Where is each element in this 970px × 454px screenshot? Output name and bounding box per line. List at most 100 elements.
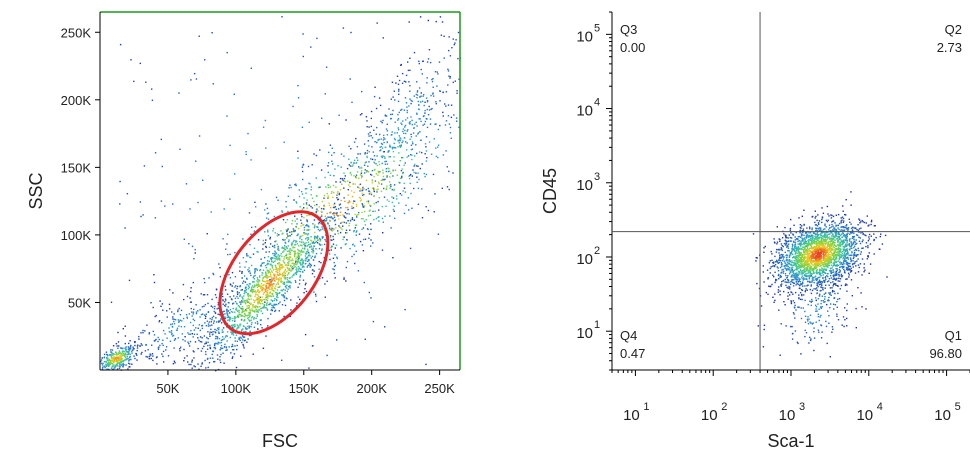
sca1-cd45-event-dot xyxy=(806,244,809,246)
fsc-ssc-event-dot xyxy=(385,187,388,189)
sca1-cd45-event-dot xyxy=(786,261,789,263)
fsc-ssc-event-dot xyxy=(242,297,244,299)
fsc-ssc-event-dot xyxy=(243,300,245,303)
sca1-cd45-event-dot xyxy=(795,309,797,311)
sca1-cd45-event-dot xyxy=(863,267,865,269)
fsc-ssc-event-dot xyxy=(107,368,109,370)
sca1-cd45-event-dot xyxy=(869,243,872,245)
sca1-cd45-event-dot xyxy=(785,240,787,242)
fsc-ssc-event-dot xyxy=(390,183,392,186)
fsc-ssc-event-dot xyxy=(271,283,273,286)
fsc-ssc-event-dot xyxy=(251,285,254,287)
sca1-cd45-event-dot xyxy=(835,272,838,274)
sca1-cd45-event-dot xyxy=(842,258,844,260)
fsc-ssc-event-dot xyxy=(117,341,120,343)
fsc-ssc-event-dot xyxy=(340,247,342,249)
fsc-ssc-event-dot xyxy=(211,32,213,34)
fsc-ssc-event-dot xyxy=(394,139,396,141)
fsc-ssc-event-dot xyxy=(400,109,402,111)
sca1-cd45-event-dot xyxy=(798,267,800,269)
fsc-ssc-event-dot xyxy=(286,290,288,293)
sca1-cd45-event-dot xyxy=(829,275,832,277)
fsc-ssc-event-dot xyxy=(276,270,278,272)
fsc-ssc-event-dot xyxy=(269,238,271,240)
sca1-cd45-event-dot xyxy=(792,257,794,259)
sca1-cd45-event-dot xyxy=(800,353,802,355)
fsc-ssc-event-dot xyxy=(296,302,298,304)
fsc-ssc-event-dot xyxy=(260,319,262,321)
fsc-ssc-event-dot xyxy=(216,354,219,356)
sca1-cd45-event-dot xyxy=(818,284,821,286)
sca1-cd45-event-dot xyxy=(832,285,834,287)
sca1-cd45-event-dot xyxy=(834,222,836,224)
fsc-ssc-event-dot xyxy=(234,320,236,322)
fsc-ssc-event-dot xyxy=(192,336,194,338)
fsc-ssc-event-dot xyxy=(130,59,132,61)
sca1-cd45-event-dot xyxy=(792,264,795,266)
fsc-ssc-event-dot xyxy=(110,351,112,353)
fsc-ssc-event-dot xyxy=(267,276,270,278)
fsc-ssc-event-dot xyxy=(174,338,177,340)
sca1-cd45-event-dot xyxy=(799,231,801,234)
sca1-cd45-event-dot xyxy=(804,273,806,275)
fsc-ssc-event-dot xyxy=(311,242,313,244)
sca1-cd45-event-dot xyxy=(840,265,842,268)
sca1-cd45-event-dot xyxy=(840,251,842,254)
fsc-ssc-event-dot xyxy=(287,288,289,290)
sca1-cd45-event-dot xyxy=(791,267,793,270)
fsc-ssc-event-dot xyxy=(235,285,237,287)
fsc-ssc-event-dot xyxy=(255,305,257,307)
fsc-ssc-event-dot xyxy=(190,287,192,289)
sca1-cd45-plot-area xyxy=(612,12,970,370)
fsc-ssc-event-dot xyxy=(224,301,226,303)
sca1-cd45-event-dot xyxy=(794,257,796,260)
fsc-ssc-event-dot xyxy=(266,280,268,283)
sca1-cd45-event-dot xyxy=(779,254,781,256)
sca1-cd45-event-dot xyxy=(784,267,786,269)
fsc-ssc-event-dot xyxy=(250,294,252,297)
fsc-ssc-event-dot xyxy=(229,277,232,279)
fsc-ssc-event-dot xyxy=(355,174,358,176)
fsc-ssc-event-dot xyxy=(319,216,322,218)
fsc-ssc-event-dot xyxy=(361,211,363,214)
sca1-cd45-event-dot xyxy=(838,222,841,225)
fsc-ssc-event-dot xyxy=(293,273,295,275)
fsc-ssc-event-dot xyxy=(298,283,301,285)
fsc-ssc-event-dot xyxy=(292,246,294,248)
fsc-ssc-event-dot xyxy=(189,297,191,299)
sca1-cd45-event-dot xyxy=(786,246,788,248)
sca1-cd45-event-dot xyxy=(810,322,812,324)
sca1-cd45-event-dot xyxy=(827,229,830,231)
fsc-ssc-event-dot xyxy=(192,311,195,313)
fsc-ssc-event-dot xyxy=(390,117,392,120)
fsc-ssc-event-dot xyxy=(245,302,247,304)
fsc-ssc-event-dot xyxy=(281,267,283,269)
sca1-cd45-event-dot xyxy=(851,237,853,240)
fsc-ssc-event-dot xyxy=(257,311,259,313)
fsc-ssc-event-dot xyxy=(310,245,313,247)
fsc-ssc-event-dot xyxy=(110,355,113,358)
fsc-ssc-event-dot xyxy=(380,120,382,123)
fsc-ssc-event-dot xyxy=(283,250,285,252)
fsc-ssc-event-dot xyxy=(103,357,105,359)
fsc-ssc-event-dot xyxy=(379,150,381,152)
sca1-cd45-event-dot xyxy=(798,240,801,242)
fsc-ssc-event-dot xyxy=(253,301,255,303)
sca1-cd45-event-dot xyxy=(783,301,785,303)
fsc-ssc-event-dot xyxy=(386,141,388,144)
fsc-ssc-event-dot xyxy=(304,233,306,235)
fsc-ssc-event-dot xyxy=(255,305,257,308)
fsc-ssc-event-dot xyxy=(413,187,415,190)
sca1-cd45-event-dot xyxy=(831,223,833,226)
fsc-ssc-event-dot xyxy=(215,321,218,323)
sca1-cd45-event-dot xyxy=(820,275,822,277)
fsc-ssc-event-dot xyxy=(439,124,441,127)
fsc-ssc-event-dot xyxy=(294,253,296,255)
fsc-ssc-event-dot xyxy=(413,165,415,167)
fsc-ssc-event-dot xyxy=(241,289,243,291)
fsc-ssc-event-dot xyxy=(266,269,268,271)
fsc-ssc-event-dot xyxy=(244,290,247,292)
fsc-ssc-event-dot xyxy=(290,256,292,259)
fsc-ssc-event-dot xyxy=(253,286,255,288)
fsc-ssc-event-dot xyxy=(424,153,426,155)
